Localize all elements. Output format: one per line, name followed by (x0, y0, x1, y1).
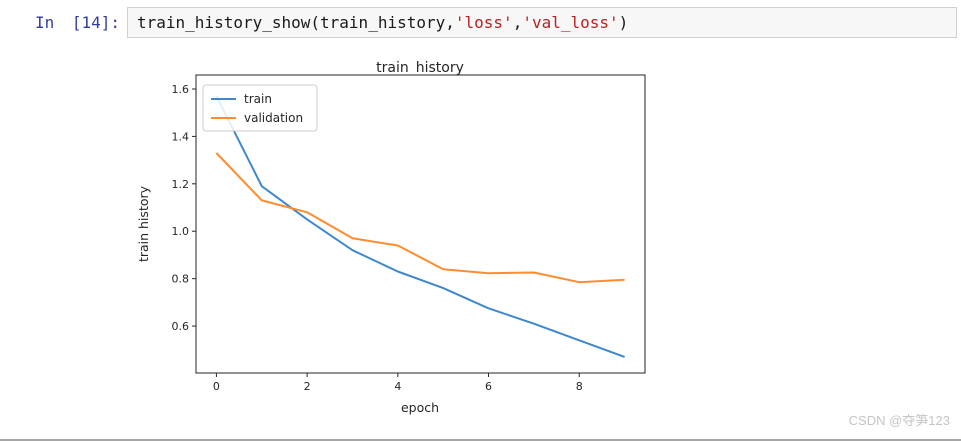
code-segment-string: 'loss' (454, 13, 513, 32)
series-lines (215, 95, 625, 358)
train-history-chart: train_history epoch train history 0 2 4 6 80… (136, 60, 646, 415)
code-segment-string: 'val_loss' (522, 13, 619, 32)
x-tick-label: 8 (576, 380, 583, 393)
x-tick-label: 4 (394, 380, 401, 393)
chart-title: train_history (376, 60, 464, 76)
x-tick-label: 6 (485, 380, 492, 393)
y-axis-label: train history (136, 185, 151, 262)
y-tick-label: 0.6 (172, 320, 190, 333)
watermark: CSDN @夺笋123 (848, 413, 950, 428)
legend-box (202, 84, 318, 132)
legend: train validation (202, 84, 318, 132)
code-input[interactable]: train_history_show(train_history,'loss',… (127, 7, 957, 38)
x-axis-label: epoch (401, 400, 439, 415)
validation-line (215, 152, 625, 284)
y-tick-label: 1.2 (172, 178, 190, 191)
y-tick-label: 0.8 (172, 273, 190, 286)
axes-box (195, 74, 646, 374)
code-segment-plain: train_history_show(train_history, (137, 13, 455, 32)
y-tick-label: 1.6 (172, 83, 190, 96)
cell-prompt: In [14]: (34, 13, 120, 32)
bottom-divider (0, 439, 961, 441)
code-segment-plain: ) (618, 13, 629, 32)
y-tick-label: 1.0 (172, 225, 190, 238)
train-line (215, 95, 625, 358)
x-tick-label: 0 (213, 380, 220, 393)
x-tick-label: 2 (304, 380, 311, 393)
code-text: train_history_show(train_history,'loss',… (137, 13, 628, 32)
code-segment-plain: , (512, 13, 523, 32)
legend-label-train: train (244, 92, 272, 106)
y-tick-label: 1.4 (172, 130, 190, 143)
axis-ticks: 0 2 4 6 8 0.6 0.8 1.0 1.2 1.4 1.6 (172, 83, 583, 393)
legend-label-validation: validation (244, 111, 303, 125)
